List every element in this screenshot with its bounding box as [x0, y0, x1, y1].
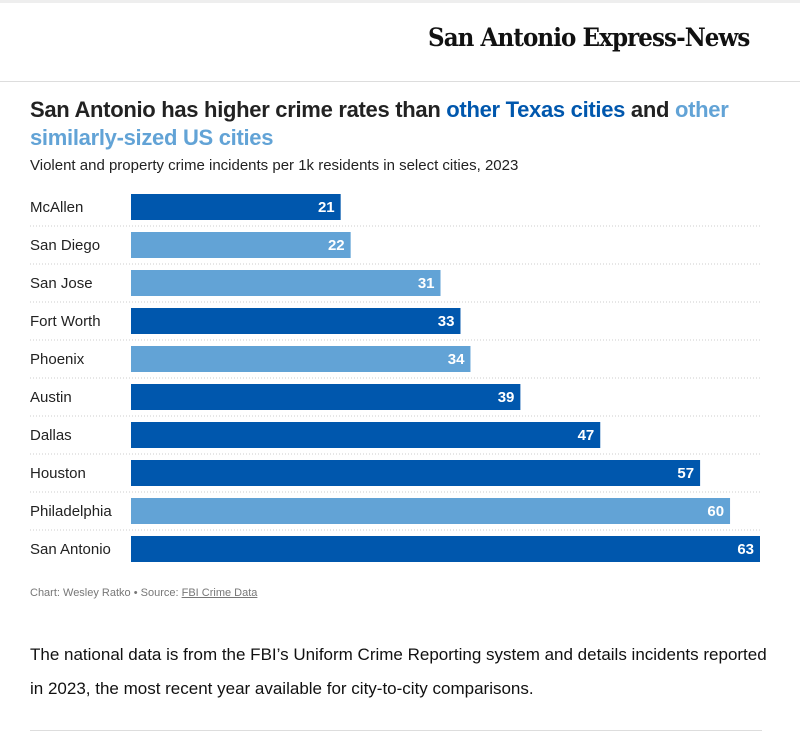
value-label: 57 [677, 465, 694, 482]
bar-chart: McAllen 21 San Diego 22 San Jose 31 Fort Worth… [30, 194, 762, 562]
title-texas-highlight: other Texas cities [446, 97, 626, 122]
value-label: 63 [737, 541, 754, 558]
category-label: San Diego [30, 237, 100, 254]
chart-title: San Antonio has higher crime rates than … [30, 96, 770, 152]
bar-phoenix [131, 346, 471, 372]
bar-fort-worth [131, 308, 461, 334]
bar-san-diego [131, 232, 351, 258]
source-link[interactable]: FBI Crime Data [181, 587, 258, 599]
bar-houston [131, 460, 701, 486]
value-label: 33 [438, 313, 455, 330]
body-paragraph: The national data is from the FBI’s Unif… [30, 645, 767, 698]
category-label: San Jose [30, 275, 93, 292]
title-us-highlight: other similarly-sized US cities [30, 97, 729, 150]
masthead: San Antonio Express-News [0, 3, 800, 82]
top-bar [0, 0, 800, 3]
divider [30, 730, 762, 731]
bar-san-jose [131, 270, 441, 296]
value-label: 39 [498, 389, 515, 406]
category-label: Dallas [30, 427, 72, 444]
category-label: Austin [30, 389, 72, 406]
credit-text: Chart: Wesley Ratko • Source: [30, 587, 182, 599]
value-label: 60 [707, 503, 724, 520]
bar-philadelphia [131, 498, 731, 524]
category-label: Houston [30, 465, 86, 482]
bar-austin [131, 384, 521, 410]
chart-credit: Chart: Wesley Ratko • Source: FBI Crime … [30, 587, 257, 599]
value-label: 47 [578, 427, 595, 444]
category-label: Phoenix [30, 351, 85, 368]
category-label: Fort Worth [30, 313, 101, 330]
category-label: San Antonio [30, 541, 111, 558]
logo[interactable]: San Antonio Express-News [428, 23, 750, 52]
chart-subtitle: Violent and property crime incidents per… [30, 157, 519, 174]
title-text: and [625, 97, 675, 122]
value-label: 21 [318, 199, 335, 216]
bar-dallas [131, 422, 601, 448]
value-label: 34 [448, 351, 465, 368]
category-label: Philadelphia [30, 503, 112, 520]
value-label: 22 [328, 237, 345, 254]
title-text: San Antonio has higher crime rates than [30, 97, 447, 122]
value-label: 31 [418, 275, 435, 292]
bar-san-antonio [131, 536, 760, 562]
bar-mcallen [131, 194, 341, 220]
category-label: McAllen [30, 199, 83, 216]
